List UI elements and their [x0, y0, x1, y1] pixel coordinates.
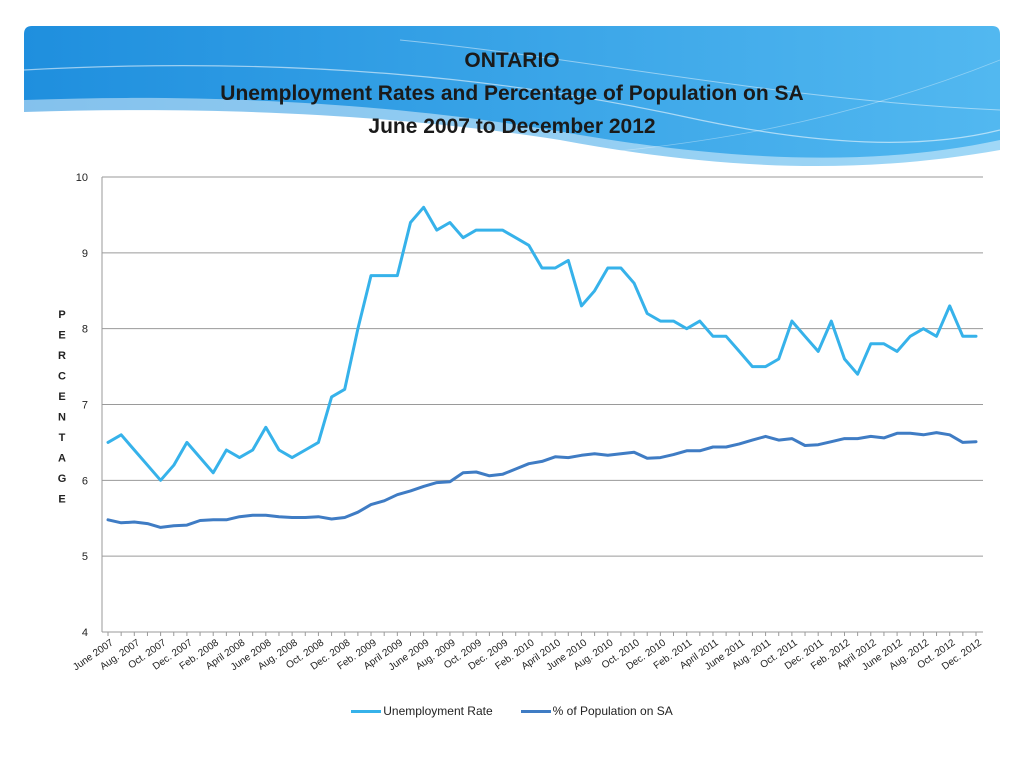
legend-label-unemployment: Unemployment Rate [383, 704, 493, 718]
chart-subtitle: Unemployment Rates and Percentage of Pop… [220, 82, 804, 105]
gridlines [101, 176, 983, 633]
y-axis-label-char: E [58, 494, 65, 506]
y-tick-label: 7 [82, 400, 88, 412]
legend-item-unemployment: Unemployment Rate [351, 704, 493, 718]
legend-label-sa: % of Population on SA [552, 704, 673, 718]
legend: Unemployment Rate % of Population on SA [0, 704, 1024, 718]
y-axis-label-char: C [58, 371, 66, 383]
y-tick-label: 8 [82, 324, 88, 336]
y-axis-label-char: N [58, 412, 66, 424]
series-line-population-on-sa [106, 431, 978, 529]
legend-swatch-unemployment [351, 709, 382, 713]
series-line-unemployment-rate [106, 205, 978, 482]
y-axis-ticks: 4 5 6 7 8 9 10 [76, 172, 88, 639]
chart-title-block: ONTARIO Unemployment Rates and Percentag… [0, 44, 1024, 143]
legend-swatch-sa [520, 709, 551, 713]
y-axis-label-char: E [58, 330, 65, 342]
y-tick-label: 4 [82, 627, 88, 639]
y-tick-label: 9 [82, 248, 88, 260]
header-banner [23, 26, 1001, 175]
chart-date-range: June 2007 to December 2012 [368, 115, 656, 138]
y-tick-label: 10 [76, 172, 88, 184]
y-tick-label: 5 [82, 551, 88, 563]
chart-title: ONTARIO [464, 49, 560, 72]
y-axis-label-char: G [58, 473, 67, 485]
y-axis-label-char: E [58, 391, 65, 403]
series-lines [106, 205, 978, 529]
y-axis-label-char: T [59, 432, 66, 444]
y-axis-label-char: A [58, 453, 66, 465]
y-tick-label: 6 [82, 475, 88, 487]
y-axis-label-char: P [58, 309, 65, 321]
legend-item-sa: % of Population on SA [520, 704, 673, 718]
y-axis-label-char: R [58, 350, 66, 362]
